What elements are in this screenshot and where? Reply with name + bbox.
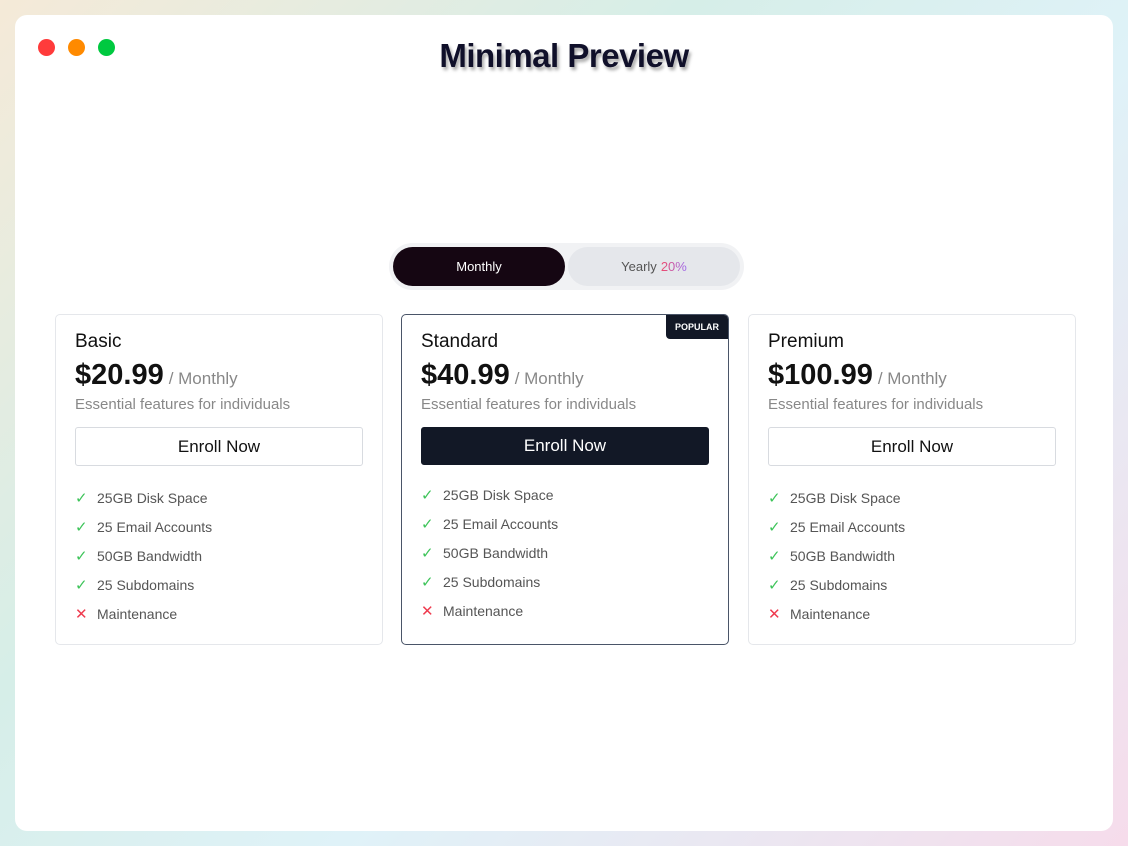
discount-label: 20% [660,259,687,274]
plan-description: Essential features for individuals [768,396,984,413]
check-icon: ✓ [75,518,88,536]
x-icon: ✕ [421,602,434,620]
feature-label: 25 Subdomains [443,573,541,590]
feature-item: ✓ 25GB Disk Space [421,480,709,509]
close-window-button[interactable] [38,39,55,56]
check-icon: ✓ [768,547,781,565]
feature-item: ✕ Maintenance [75,599,363,628]
feature-item: ✓ 25GB Disk Space [75,483,363,512]
price-period: / Monthly [514,369,584,388]
feature-item: ✓ 25 Email Accounts [421,509,709,538]
feature-label: 25GB Disk Space [443,486,554,503]
feature-item: ✓ 25 Email Accounts [768,512,1056,541]
plan-description: Essential features for individuals [75,396,291,413]
price-amount: $100.99 [768,359,873,391]
feature-item: ✓ 50GB Bandwidth [768,541,1056,570]
check-icon: ✓ [768,576,781,594]
feature-label: 50GB Bandwidth [97,547,203,564]
feature-label: Maintenance [443,602,524,619]
check-icon: ✓ [75,576,88,594]
feature-label: 25 Subdomains [97,576,195,593]
check-icon: ✓ [421,544,434,562]
x-icon: ✕ [75,605,88,623]
billing-toggle: Monthly Yearly 20% [389,243,744,290]
x-icon: ✕ [768,605,781,623]
plan-price: $100.99/ Monthly [768,359,1056,392]
feature-label: 25 Email Accounts [790,518,906,535]
feature-list: ✓ 25GB Disk Space ✓ 25 Email Accounts ✓ 50GB … [421,480,709,625]
maximize-window-button[interactable] [98,39,115,56]
yearly-tab[interactable]: Yearly 20% [568,247,740,286]
check-icon: ✓ [75,547,88,565]
plan-price: $40.99/ Monthly [421,359,709,392]
monthly-label: Monthly [456,259,502,274]
check-icon: ✓ [421,515,434,533]
plan-card-standard: POPULAR Standard $40.99/ Monthly Essentia… [401,314,729,645]
plan-card-premium: Premium $100.99/ Monthly Essential featu… [748,314,1076,645]
feature-item: ✓ 25 Email Accounts [75,512,363,541]
feature-label: Maintenance [790,605,871,622]
plan-name: Premium [768,331,845,352]
plan-name: Standard [421,331,499,352]
feature-item: ✓ 25 Subdomains [768,570,1056,599]
window-title: Minimal Preview [439,37,689,74]
price-amount: $40.99 [421,359,510,391]
plan-price: $20.99/ Monthly [75,359,363,392]
feature-label: 25 Email Accounts [97,518,213,535]
feature-list: ✓ 25GB Disk Space ✓ 25 Email Accounts ✓ 50GB … [768,483,1056,628]
enroll-now-button[interactable]: Enroll Now [768,427,1056,466]
feature-item: ✓ 50GB Bandwidth [75,541,363,570]
feature-label: 25GB Disk Space [97,489,208,506]
feature-label: 50GB Bandwidth [443,544,549,561]
enroll-now-button[interactable]: Enroll Now [75,427,363,466]
feature-label: 25GB Disk Space [790,489,901,506]
feature-label: 25 Subdomains [790,576,888,593]
preview-window: Minimal Preview Monthly Yearly 20% Basic … [15,15,1113,831]
plan-description: Essential features for individuals [421,396,637,413]
plan-card-basic: Basic $20.99/ Monthly Essential features… [55,314,383,645]
check-icon: ✓ [768,489,781,507]
check-icon: ✓ [421,573,434,591]
yearly-label: Yearly [621,259,657,274]
feature-label: 50GB Bandwidth [790,547,896,564]
price-period: / Monthly [168,369,238,388]
enroll-now-button[interactable]: Enroll Now [421,427,709,465]
check-icon: ✓ [75,489,88,507]
plan-name: Basic [75,331,122,352]
feature-list: ✓ 25GB Disk Space ✓ 25 Email Accounts ✓ 50GB … [75,483,363,628]
feature-item: ✕ Maintenance [768,599,1056,628]
feature-label: 25 Email Accounts [443,515,559,532]
popular-badge: POPULAR [665,315,728,339]
price-amount: $20.99 [75,359,164,391]
monthly-tab[interactable]: Monthly [393,247,565,286]
feature-item: ✓ 25 Subdomains [421,567,709,596]
feature-item: ✕ Maintenance [421,596,709,625]
feature-label: Maintenance [97,605,178,622]
minimize-window-button[interactable] [68,39,85,56]
feature-item: ✓ 25 Subdomains [75,570,363,599]
feature-item: ✓ 50GB Bandwidth [421,538,709,567]
price-period: / Monthly [877,369,947,388]
check-icon: ✓ [768,518,781,536]
feature-item: ✓ 25GB Disk Space [768,483,1056,512]
check-icon: ✓ [421,486,434,504]
